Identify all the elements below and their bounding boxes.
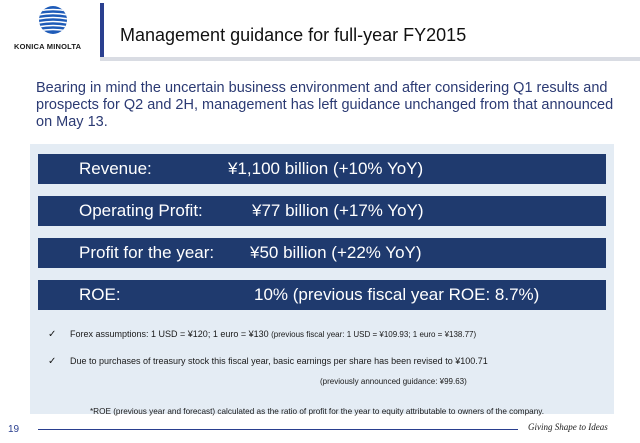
check-icon: ✓ bbox=[48, 329, 57, 340]
intro-text: Bearing in mind the uncertain business e… bbox=[36, 80, 614, 130]
guidance-panel: Revenue: ¥1,100 billion (+10% YoY) Opera… bbox=[30, 144, 614, 416]
eps-main-text: Due to purchases of treasury stock this … bbox=[70, 356, 488, 366]
roe-bar: ROE: 10% (previous fiscal year ROE: 8.7%… bbox=[38, 280, 606, 310]
forex-previous-text: (previous fiscal year: 1 USD = ¥109.93; … bbox=[271, 330, 477, 339]
title-underline bbox=[100, 57, 640, 61]
operating-profit-value: ¥77 billion (+17% YoY) bbox=[252, 201, 424, 220]
roe-label: ROE: bbox=[79, 285, 121, 304]
konica-minolta-logo: KONICA MINOLTA bbox=[8, 5, 92, 55]
roe-footnote: *ROE (previous year and forecast) calcul… bbox=[90, 407, 545, 416]
roe-value: 10% (previous fiscal year ROE: 8.7%) bbox=[254, 285, 540, 304]
page-number: 19 bbox=[8, 424, 20, 435]
operating-profit-label: Operating Profit: bbox=[79, 201, 203, 220]
profit-for-year-label: Profit for the year: bbox=[79, 243, 215, 262]
logo-text: KONICA MINOLTA bbox=[14, 42, 82, 51]
forex-main-text: Forex assumptions: 1 USD = ¥120; 1 euro … bbox=[70, 329, 269, 339]
title-accent-bar bbox=[100, 3, 104, 59]
page-title: Management guidance for full-year FY2015 bbox=[120, 25, 467, 45]
check-icon: ✓ bbox=[48, 356, 57, 367]
revenue-bar: Revenue: ¥1,100 billion (+10% YoY) bbox=[38, 154, 606, 184]
revenue-value: ¥1,100 billion (+10% YoY) bbox=[228, 159, 424, 178]
profit-for-year-value: ¥50 billion (+22% YoY) bbox=[250, 243, 422, 262]
globe-logo-icon bbox=[39, 6, 67, 34]
profit-for-year-bar: Profit for the year: ¥50 billion (+22% Y… bbox=[38, 238, 606, 268]
footer-tagline: Giving Shape to Ideas bbox=[528, 422, 608, 432]
eps-previous-text: (previously announced guidance: ¥99.63) bbox=[320, 377, 467, 386]
operating-profit-bar: Operating Profit: ¥77 billion (+17% YoY) bbox=[38, 196, 606, 226]
revenue-label: Revenue: bbox=[79, 159, 152, 178]
footer-divider bbox=[38, 429, 518, 430]
